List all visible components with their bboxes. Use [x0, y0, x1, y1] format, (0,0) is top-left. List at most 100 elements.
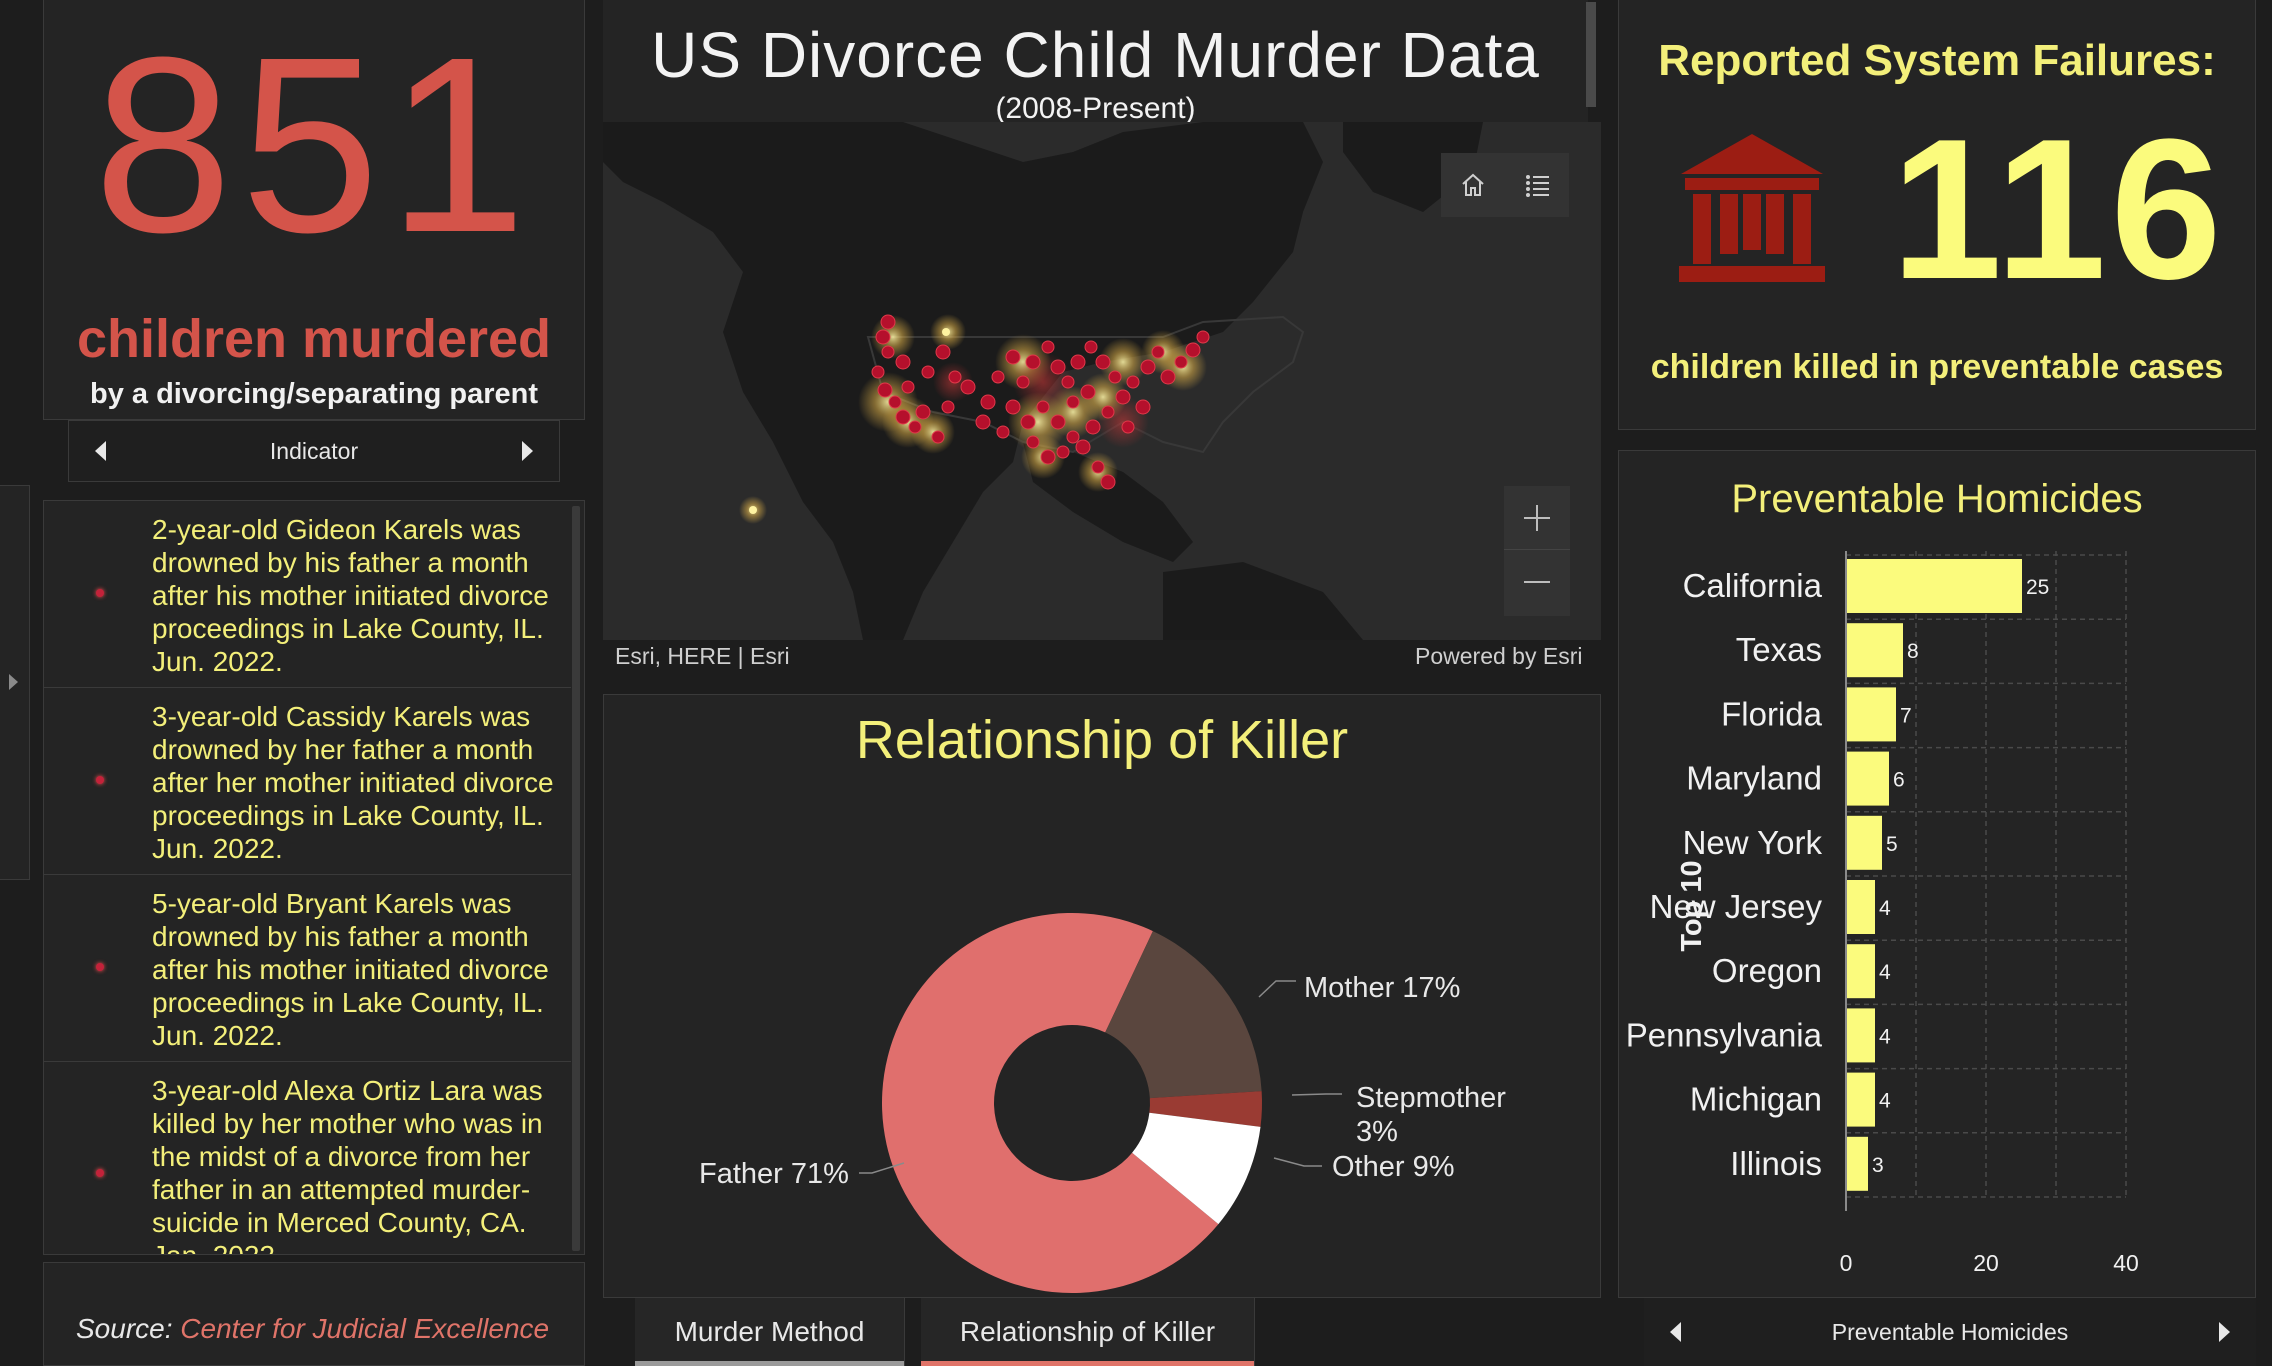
page-title: US Divorce Child Murder Data — [651, 19, 1540, 91]
case-marker-icon — [96, 589, 104, 597]
preventable-homicides-panel: Preventable Homicides California Texas Flo… — [1618, 450, 2256, 1298]
category-label: Texas — [1736, 631, 1822, 668]
zoom-out-button[interactable] — [1504, 550, 1570, 614]
expand-arrow-icon — [9, 674, 18, 690]
bar-illinois[interactable] — [1847, 1136, 1868, 1191]
us-border — [866, 315, 1305, 454]
bar-chart-title: Preventable Homicides — [1731, 477, 2143, 521]
pie-slice-stepmother[interactable] — [1149, 1091, 1262, 1127]
category-label: Pennsylvania — [1626, 1016, 1823, 1053]
tab-label: Murder Method — [674, 1316, 865, 1347]
bar-maryland[interactable] — [1847, 751, 1889, 806]
home-icon — [1462, 173, 1484, 196]
stepmother-label: Stepmother — [1356, 1082, 1506, 1114]
map-attribution-left[interactable]: Esri, HERE | Esri — [615, 643, 790, 669]
legend-button[interactable] — [1505, 153, 1569, 217]
bar-michigan[interactable] — [1847, 1072, 1875, 1127]
data-label: 8 — [1907, 640, 1919, 663]
next-indicator-button[interactable] — [522, 441, 533, 461]
bar-new-jersey[interactable] — [1847, 880, 1875, 934]
y-axis-label: Top 10 — [1676, 860, 1708, 951]
category-label: New Jersey — [1650, 888, 1823, 925]
bar-pennsylvania[interactable] — [1847, 1008, 1875, 1063]
other-label: Other 9% — [1332, 1151, 1455, 1183]
page-subtitle: (2008-Present) — [995, 92, 1196, 125]
relationship-donut-chart: Mother 17% Stepmother 3% Other 9% Father… — [699, 913, 1506, 1293]
source-prefix: Source: — [76, 1313, 173, 1344]
next-chart-button[interactable] — [2218, 1322, 2230, 1342]
children-murdered-count: 851 — [93, 5, 535, 284]
list-scrollbar[interactable] — [572, 506, 580, 1251]
side-panel-toggle[interactable] — [0, 485, 30, 880]
prev-chart-button[interactable] — [1670, 1322, 1681, 1342]
tab-label: Relationship of Killer — [959, 1316, 1216, 1347]
category-label: Oregon — [1712, 952, 1822, 989]
title-scrollbar[interactable] — [1586, 2, 1596, 107]
legend-list-icon — [1526, 175, 1549, 197]
source-footer: Source: Center for Judicial Excellence — [43, 1262, 585, 1366]
stepmother-percent-label: 3% — [1356, 1116, 1398, 1148]
list-item-text: 3-year-old Alexa Ortiz Lara was killed b… — [152, 1075, 543, 1254]
incident-points — [871, 314, 1210, 490]
x-tick-label: 40 — [2113, 1250, 2139, 1276]
map-view[interactable]: Esri, HERE | Esri Powered by Esri — [603, 122, 1601, 640]
pie-slice-father[interactable] — [882, 913, 1219, 1293]
map-attribution-right[interactable]: Powered by Esri — [1415, 643, 1583, 669]
bar-nav-label: Preventable Homicides — [1831, 1318, 2069, 1345]
tab-murder-method[interactable]: Murder Method — [635, 1298, 905, 1366]
bar-texas[interactable] — [1847, 623, 1903, 678]
tab-relationship-of-killer[interactable]: Relationship of Killer — [921, 1298, 1255, 1366]
chart-tabs: Murder Method Relationship of Killer — [603, 1298, 1601, 1366]
list-item[interactable]: 2-year-old Gideon Karels was drowned by … — [44, 501, 571, 688]
list-item[interactable]: 3-year-old Alexa Ortiz Lara was killed b… — [44, 1062, 571, 1254]
failures-count: 116 — [1891, 98, 2226, 321]
data-label: 4 — [1879, 1090, 1891, 1113]
stat-sublabel: by a divorcing/separating parent — [90, 378, 538, 410]
preventable-homicides-bar-chart: California Texas Florida Maryland New York Ne… — [1626, 551, 2139, 1276]
bar-oregon[interactable] — [1847, 944, 1875, 999]
father-label: Father 71% — [699, 1158, 849, 1190]
data-label: 3 — [1872, 1154, 1884, 1177]
list-item[interactable]: 3-year-old Cassidy Karels was drowned by… — [44, 688, 571, 875]
category-label: California — [1683, 567, 1823, 604]
stat-panel: 851 children murdered by a divorcing/sep… — [43, 0, 585, 420]
data-label: 4 — [1879, 1025, 1891, 1048]
case-list: 2-year-old Gideon Karels was drowned by … — [43, 500, 585, 1255]
pie-leader-lines — [859, 980, 1342, 1174]
tab-underline — [635, 1361, 904, 1366]
failures-title: Reported System Failures: — [1658, 36, 2216, 85]
bar-florida[interactable] — [1847, 687, 1896, 742]
system-failures-panel: Reported System Failures: 116 children k… — [1618, 0, 2256, 430]
failures-caption: children killed in preventable cases — [1650, 348, 2224, 386]
indicator-nav: Indicator — [68, 420, 560, 482]
title-panel: US Divorce Child Murder Data (2008-Prese… — [603, 0, 1588, 125]
list-item-text: 2-year-old Gideon Karels was drowned by … — [152, 514, 549, 677]
data-label: 5 — [1886, 833, 1898, 856]
bar-new-york[interactable] — [1847, 815, 1882, 870]
data-label: 6 — [1893, 769, 1905, 792]
mother-label: Mother 17% — [1304, 972, 1460, 1004]
central-america-land — [1023, 442, 1193, 562]
case-marker-icon — [96, 776, 104, 784]
bar-california[interactable] — [1847, 559, 2022, 613]
zoom-out-icon — [1524, 581, 1550, 583]
list-item[interactable]: 5-year-old Bryant Karels was drowned by … — [44, 875, 571, 1062]
source-link[interactable]: Center for Judicial Excellence — [180, 1313, 550, 1344]
home-button[interactable] — [1441, 153, 1505, 217]
category-label: Maryland — [1686, 760, 1822, 797]
case-marker-icon — [96, 1169, 104, 1177]
bar-chart-nav: Preventable Homicides — [1644, 1298, 2256, 1366]
indicator-nav-label: Indicator — [269, 437, 359, 464]
list-item-text: 3-year-old Cassidy Karels was drowned by… — [152, 701, 554, 864]
list-item-text: 5-year-old Bryant Karels was drowned by … — [152, 888, 549, 1051]
category-label: Florida — [1721, 695, 1823, 732]
category-label: Michigan — [1690, 1081, 1822, 1118]
pie-slice-mother[interactable] — [1105, 931, 1262, 1099]
data-label: 4 — [1879, 897, 1891, 920]
zoom-in-icon — [1524, 504, 1550, 531]
x-tick-label: 20 — [1973, 1250, 1999, 1276]
pie-slice-other[interactable] — [1132, 1112, 1261, 1225]
prev-indicator-button[interactable] — [95, 441, 106, 461]
pie-chart-title: Relationship of Killer — [855, 710, 1349, 770]
zoom-in-button[interactable] — [1504, 486, 1570, 550]
